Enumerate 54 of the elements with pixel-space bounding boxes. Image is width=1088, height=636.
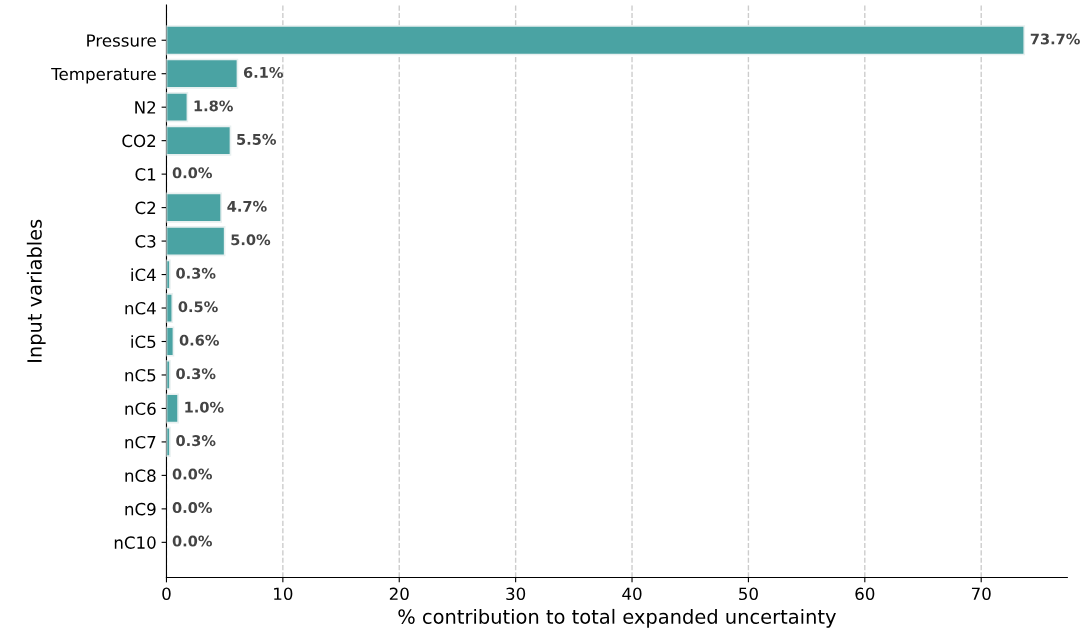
y-tick-label: nC6 — [125, 402, 156, 416]
y-axis-title: Input variables — [26, 219, 46, 362]
y-tick-label: Temperature — [51, 67, 156, 84]
data-label: 5.0% — [231, 234, 271, 246]
data-label: 5.5% — [237, 133, 277, 145]
x-tick-label: 0 — [162, 587, 171, 601]
data-label: 73.7% — [1030, 33, 1080, 45]
y-tick-label: nC9 — [125, 502, 156, 516]
data-label: 6.1% — [243, 66, 283, 78]
data-label: 0.0% — [172, 468, 212, 480]
data-label: 0.3% — [176, 435, 216, 447]
bar — [166, 259, 171, 290]
bar — [166, 125, 232, 156]
y-tick-label: nC10 — [114, 536, 156, 549]
y-tick-label: N2 — [135, 101, 156, 114]
data-label: 4.7% — [227, 200, 267, 212]
bar — [166, 58, 239, 89]
bar — [166, 25, 1026, 56]
data-label: 0.0% — [172, 535, 212, 547]
data-label: 1.8% — [194, 100, 233, 112]
data-label: 0.0% — [172, 167, 212, 179]
x-tick-label: 10 — [274, 587, 293, 601]
bar — [166, 393, 179, 424]
bar — [166, 92, 189, 123]
x-tick-label: 60 — [855, 587, 875, 601]
data-label: 0.3% — [176, 267, 216, 279]
y-tick-label: iC5 — [131, 335, 156, 349]
data-label: 0.6% — [179, 334, 219, 346]
data-label: 0.3% — [176, 368, 216, 380]
y-tick-label: nC5 — [125, 368, 156, 382]
y-tick-label: iC4 — [131, 268, 156, 282]
y-tick-label: C1 — [135, 168, 156, 181]
y-tick-label: nC4 — [125, 301, 156, 315]
bar — [166, 326, 175, 357]
y-tick-label: C2 — [135, 201, 156, 215]
y-tick-label: C3 — [135, 235, 156, 248]
x-axis-title: % contribution to total expanded uncertainty — [398, 608, 836, 628]
x-tick-label: 50 — [739, 587, 758, 601]
y-tick-label: nC7 — [125, 435, 156, 449]
bar — [166, 426, 171, 457]
x-tick-label: 40 — [622, 587, 642, 601]
bar — [166, 226, 226, 257]
y-tick-label: nC8 — [125, 469, 156, 482]
bar — [166, 192, 223, 223]
x-tick-label: 70 — [971, 587, 991, 601]
data-label: 1.0% — [185, 401, 224, 413]
x-tick-label: 20 — [389, 587, 409, 601]
x-tick-label: 30 — [506, 587, 526, 601]
y-tick-label: Pressure — [87, 34, 156, 47]
bar — [166, 292, 174, 324]
data-label: 0.5% — [178, 301, 218, 313]
y-tick-label: CO2 — [122, 134, 156, 148]
data-label: 0.0% — [172, 502, 212, 514]
bar — [166, 359, 171, 391]
